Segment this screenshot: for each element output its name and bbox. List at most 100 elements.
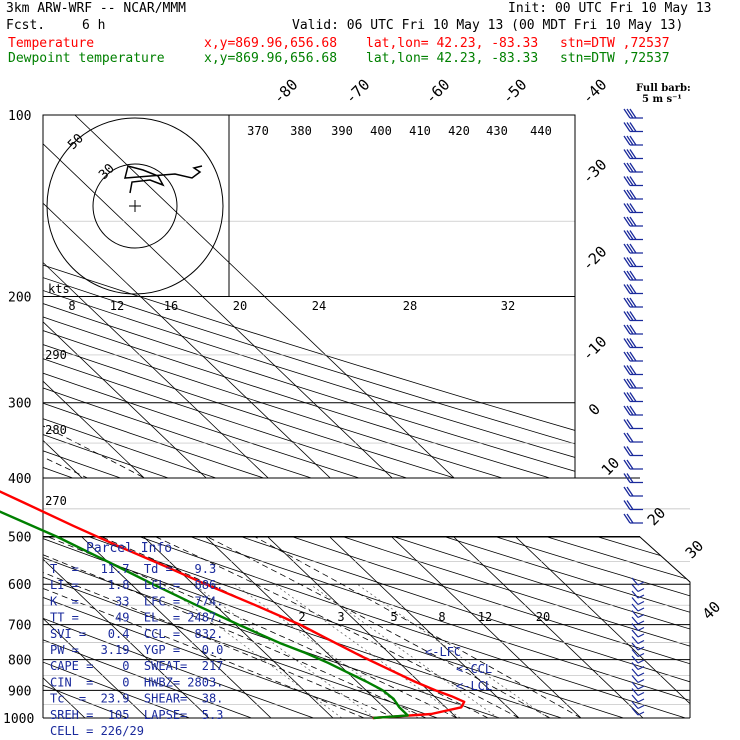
wind-barb [623,500,643,511]
parcel-info-row: SVI = 0.4 CCL = 832. [50,627,223,641]
isotherm [43,115,396,718]
pressure-label-200: 200 [8,291,31,306]
pressure-label-500: 500 [8,530,31,545]
wind-speed-label-28: 28 [403,299,417,313]
wind-barb [623,243,643,254]
isotherm-label--70: -70 [342,76,374,108]
barb-note-units: 5 m s⁻¹ [642,94,682,105]
forecast-value: 6 h [82,18,106,33]
wind-barb-low [631,694,645,703]
wind-barb [623,338,643,349]
wind-barb [623,257,643,268]
isotherm-label--50: -50 [499,76,531,108]
dewpoint-latlon: lat,lon= 42.23, -83.33 [366,51,539,66]
wind-barb [623,203,643,214]
barb-note: Full barb: [636,83,691,94]
theta-label-440: 440 [530,124,552,138]
wind-barb-low [631,597,645,606]
temperature-xy: x,y=869.96,656.68 [204,36,338,51]
model-title: 3km ARW-WRF -- NCAR/MMM [6,1,187,16]
parcel-info-title: Parcel Info [86,541,172,556]
pressure-label-800: 800 [8,654,31,669]
pressure-label-1000: 1000 [3,712,34,727]
wind-barb [623,135,643,146]
wind-barb-low [631,623,645,632]
isotherm-label-30: 30 [682,537,708,563]
wind-speed-label-16: 16 [164,299,178,313]
parcel-info-row: SREH = 105 LAPSE= 5.3 [50,708,223,722]
wind-barb [623,297,643,308]
plot-frame [42,114,576,718]
valid-time: Valid: 06 UTC Fri 10 May 13 (00 MDT Fri … [292,18,684,33]
isotherm [43,115,272,718]
marker-lfc: <-LFC [425,645,461,659]
isotherm [74,115,690,718]
pressure-label-600: 600 [8,578,31,593]
pressure-label-400: 400 [8,472,31,487]
parcel-info-row: T = 11.7 Td = 9.3 [50,562,216,576]
wind-barb-low [631,681,645,690]
mixing-ratio-label-12: 12 [478,610,492,624]
isotherm-label-0: 0 [585,400,604,419]
wind-barb [623,378,643,389]
marker-ccl: <-CCL [456,662,492,676]
isotherm-label--80: -80 [270,76,302,108]
isotherm [43,115,582,718]
temperature-station: stn=DTW ,72537 [560,36,670,51]
parcel-info-row: TT = 49 EL = 2487. [50,611,223,625]
mixing-ratio-line [309,583,499,718]
wind-barb-low [631,655,645,664]
parcel-info-row: CIN = 0 HWBZ= 2803. [50,675,223,689]
theta-label-420: 420 [448,124,470,138]
mixing-ratio-label-3: 3 [337,610,344,624]
theta-label-280: 280 [45,423,67,437]
hodograph-trace [124,165,203,194]
wind-speed-label-8: 8 [68,299,75,313]
isotherm [43,115,458,718]
wind-barb-low [631,688,645,697]
wind-barb-low [631,662,645,671]
isotherm-label--30: -30 [579,156,611,188]
temperature-legend: Temperature [8,36,95,51]
wind-barb [623,324,643,335]
wind-barb [623,365,643,376]
dewpoint-legend: Dewpoint temperature [8,51,165,66]
wind-barb-low [631,642,645,651]
wind-barb-low [631,603,645,612]
isotherm-label--60: -60 [422,76,454,108]
pressure-label-900: 900 [8,684,31,699]
wind-barb-low [631,577,645,586]
wind-barb [623,216,643,227]
wind-barb [623,189,643,200]
wind-barb [623,513,643,524]
wind-speed-label-32: 32 [501,299,515,313]
wind-speed-label-12: 12 [110,299,124,313]
wind-barb-low [631,584,645,593]
parcel-info-row: K = 33 LFC = 774. [50,594,223,608]
wind-barb [623,230,643,241]
pressure-label-700: 700 [8,619,31,634]
wind-barb-low [631,649,645,658]
hodograph-ring-inner [92,163,178,249]
parcel-info-row: LI = 1.8 LCL = 886. [50,578,223,592]
wind-barb [623,473,643,484]
wind-barb-low [631,701,645,710]
wind-barb-low [631,668,645,677]
dewpoint-profile [0,510,409,720]
wind-barb [623,149,643,160]
wind-barb [623,446,643,457]
isotherm [43,115,334,718]
wind-barb-low [631,590,645,599]
wind-barb [623,419,643,430]
wind-speed-label-kts: kts [48,282,70,296]
theta-label-370: 370 [247,124,269,138]
parcel-info-row: Tc = 23.9 SHEAR= 38. [50,692,223,706]
wind-barb [623,284,643,295]
moist-adiabat [43,343,365,718]
isotherm-label-20: 20 [644,504,670,530]
mixing-ratio-label-20: 20 [536,610,550,624]
parcel-info-row: CELL = 226/29 [50,724,144,738]
wind-barb [623,176,643,187]
wind-barb-low [631,675,645,684]
